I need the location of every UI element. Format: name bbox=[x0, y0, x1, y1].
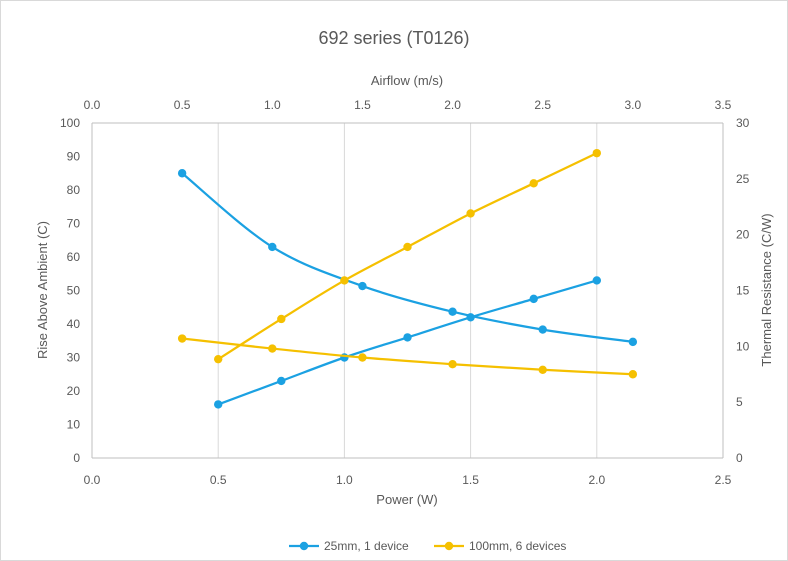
series-1-point bbox=[538, 325, 547, 334]
series-0-point bbox=[592, 276, 601, 285]
series-3-point bbox=[628, 370, 638, 379]
x-bottom-tick-label: 1.0 bbox=[336, 473, 353, 487]
axis-layer: 0.0 0.5 1.0 1.5 2.0 2.5 0.0 0.5 1.0 1.5 2.0 2.5 3.0 3… bbox=[60, 98, 750, 487]
series-3-point bbox=[538, 365, 547, 374]
series-3-point bbox=[177, 334, 187, 343]
y-left-tick-label: 30 bbox=[67, 351, 81, 365]
x-bottom-tick-label: 0.0 bbox=[84, 473, 101, 487]
legend-swatch-marker bbox=[299, 541, 309, 551]
y-left-tick-label: 80 bbox=[67, 183, 81, 197]
y-right-tick-label: 20 bbox=[736, 228, 750, 242]
y-right-tick-label: 5 bbox=[736, 395, 743, 409]
series-3-point bbox=[448, 360, 457, 369]
series-1-point bbox=[448, 307, 457, 316]
series-2-group bbox=[214, 148, 601, 364]
legend-label: 100mm, 6 devices bbox=[469, 539, 566, 553]
series-3-line bbox=[182, 337, 633, 376]
x-top-tick-label: 0.0 bbox=[84, 98, 101, 112]
grid-layer bbox=[217, 123, 724, 458]
series-1-group bbox=[177, 169, 638, 347]
series-layer bbox=[177, 148, 638, 409]
y-right-tick-label: 25 bbox=[736, 172, 750, 186]
x-bottom-axis-title: Power (W) bbox=[376, 492, 437, 507]
x-top-tick-label: 3.5 bbox=[715, 98, 732, 112]
series-0-point bbox=[403, 333, 412, 342]
x-top-tick-label: 2.0 bbox=[444, 98, 461, 112]
y-left-tick-label: 40 bbox=[67, 317, 81, 331]
x-top-tick-label: 1.0 bbox=[264, 98, 281, 112]
legend-label: 25mm, 1 device bbox=[324, 539, 409, 553]
series-0-point bbox=[277, 376, 286, 386]
series-1-point bbox=[268, 242, 277, 252]
series-2-point bbox=[592, 148, 601, 158]
y-left-tick-label: 70 bbox=[67, 217, 81, 231]
series-2-point bbox=[277, 314, 286, 324]
x-bottom-tick-label: 2.0 bbox=[588, 473, 605, 487]
series-0-point bbox=[214, 400, 223, 409]
series-3-group bbox=[177, 334, 638, 379]
series-2-point bbox=[529, 179, 538, 188]
y-left-tick-label: 100 bbox=[60, 116, 80, 130]
series-2-point bbox=[403, 242, 412, 252]
series-0-point bbox=[529, 294, 538, 304]
series-1-line bbox=[181, 172, 634, 343]
series-1-point bbox=[358, 281, 367, 291]
series-0-group bbox=[214, 276, 601, 409]
series-3-point bbox=[358, 353, 367, 362]
x-top-tick-label: 2.5 bbox=[534, 98, 551, 112]
legend: 25mm, 1 device 100mm, 6 devices bbox=[289, 539, 566, 553]
y-right-tick-label: 15 bbox=[736, 284, 750, 298]
y-left-tick-label: 90 bbox=[67, 150, 81, 164]
series-1-point bbox=[177, 169, 187, 178]
series-1-point bbox=[628, 337, 638, 347]
x-top-tick-label: 3.0 bbox=[625, 98, 642, 112]
y-right-tick-label: 10 bbox=[736, 339, 750, 353]
y-left-tick-label: 20 bbox=[67, 384, 81, 398]
series-2-point bbox=[214, 354, 223, 364]
y-right-axis-title: Thermal Resistance (C/W) bbox=[759, 213, 774, 366]
y-left-axis-title: Rise Above Ambient (C) bbox=[35, 221, 50, 359]
x-top-axis-title: Airflow (m/s) bbox=[371, 73, 443, 88]
y-left-tick-label: 10 bbox=[67, 418, 81, 432]
series-2-point bbox=[340, 276, 349, 285]
y-right-tick-label: 0 bbox=[736, 451, 743, 465]
x-top-tick-label: 0.5 bbox=[174, 98, 191, 112]
legend-swatch-marker bbox=[444, 541, 454, 551]
x-top-tick-label: 1.5 bbox=[354, 98, 371, 112]
x-bottom-tick-label: 0.5 bbox=[210, 473, 227, 487]
chart-title: 692 series (T0126) bbox=[318, 28, 469, 48]
y-left-tick-label: 0 bbox=[73, 451, 80, 465]
series-3-point bbox=[268, 344, 277, 353]
x-bottom-tick-label: 1.5 bbox=[462, 473, 479, 487]
y-left-tick-label: 50 bbox=[67, 284, 81, 298]
y-left-tick-label: 60 bbox=[67, 250, 81, 264]
y-right-tick-label: 30 bbox=[736, 116, 750, 130]
x-bottom-tick-label: 2.5 bbox=[715, 473, 732, 487]
series-2-point bbox=[466, 209, 475, 218]
